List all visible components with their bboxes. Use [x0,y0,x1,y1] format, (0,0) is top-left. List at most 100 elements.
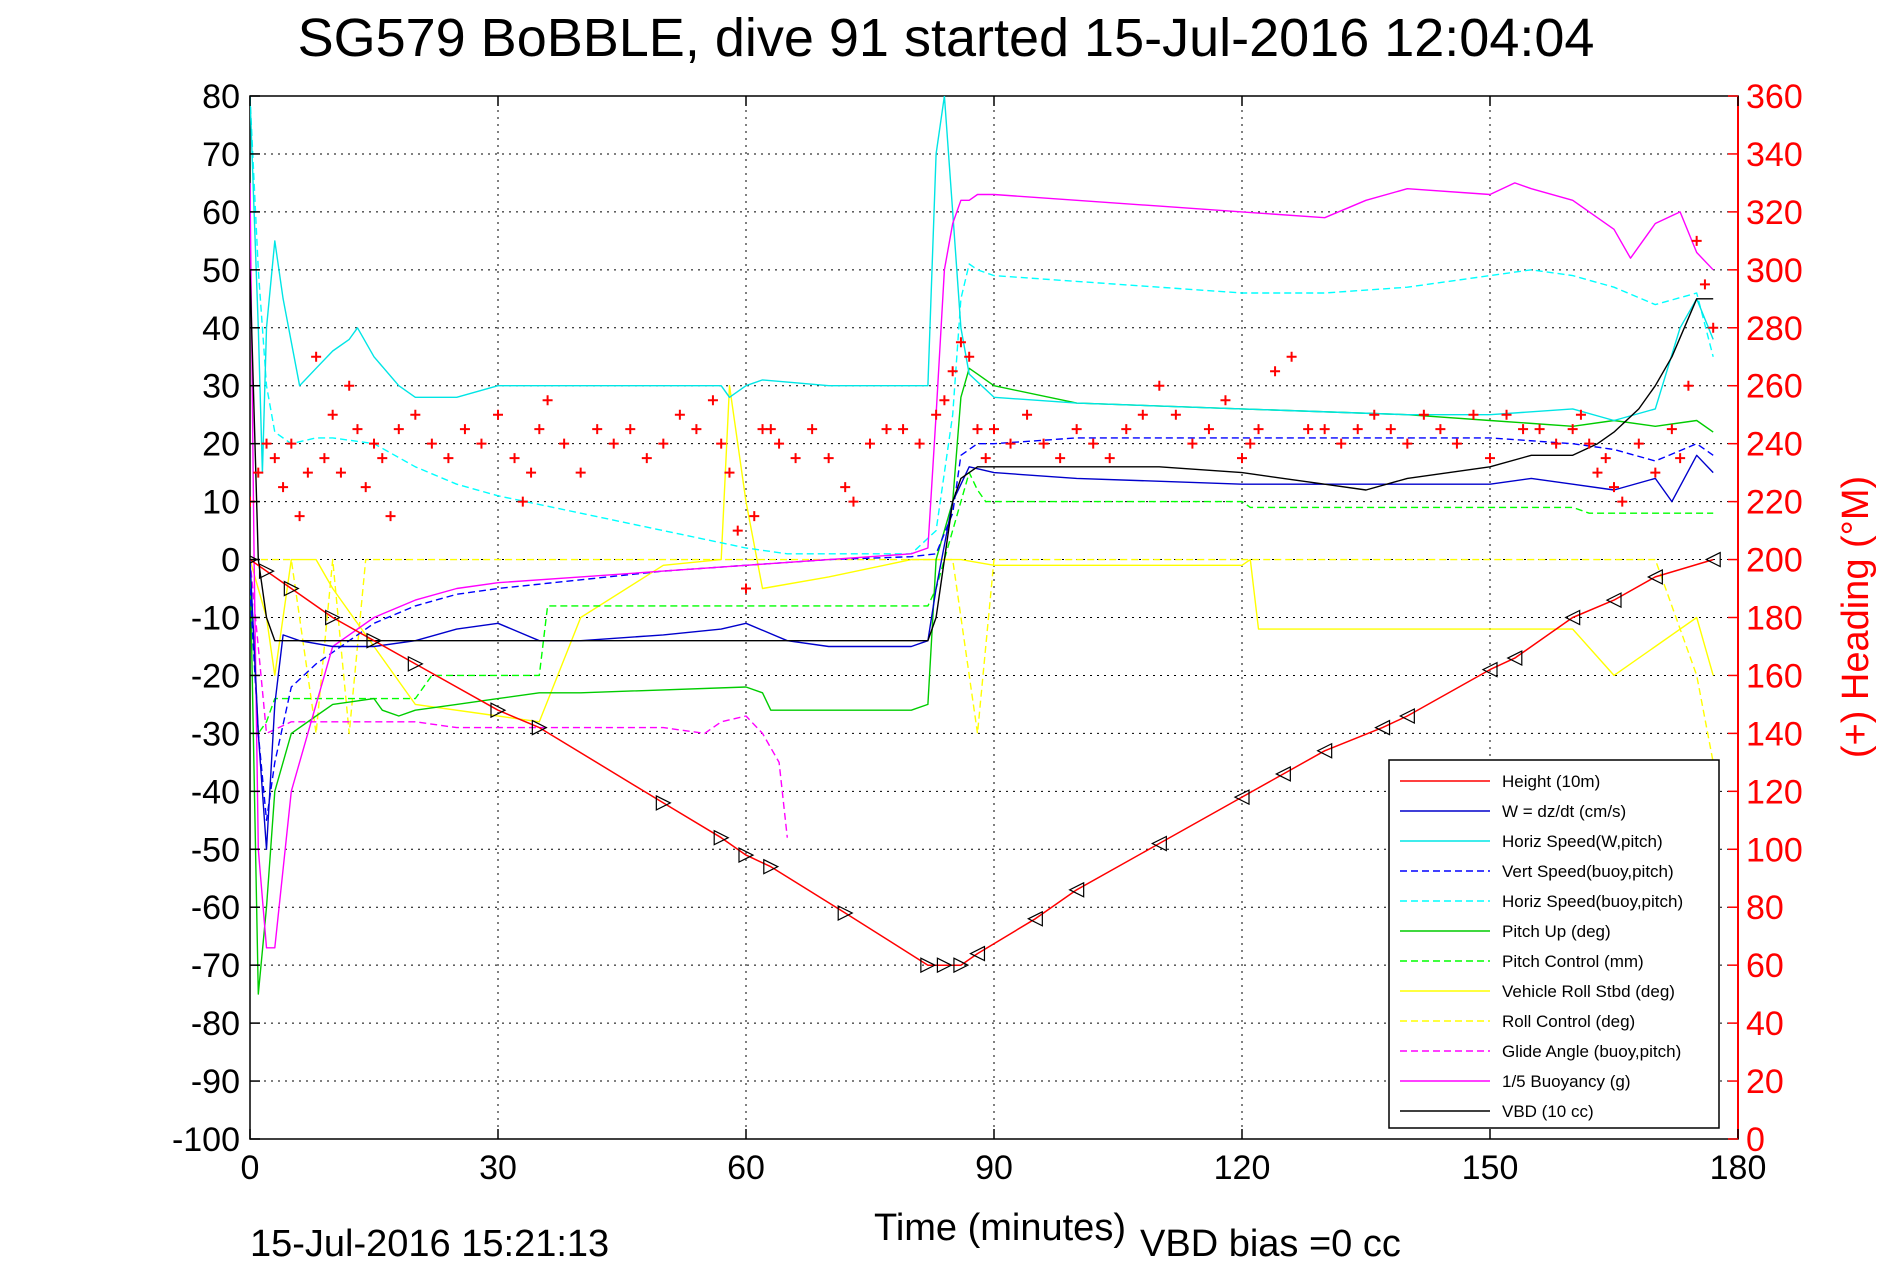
right-tick-label: 140 [1746,715,1803,753]
legend-label-horiz-speed-w: Horiz Speed(W,pitch) [1502,832,1663,851]
heading-marker [1022,409,1033,420]
heading-marker [1575,409,1586,420]
x-tick-label: 120 [1214,1149,1271,1187]
profile-marker [1316,742,1333,759]
y-tick-label: 70 [202,136,240,174]
profile-marker [1026,910,1043,927]
x-tick-label: 30 [479,1149,517,1187]
heading-marker [1154,380,1165,391]
heading-marker [1385,424,1396,435]
series-line-roll-control [250,558,1714,763]
legend-box [1388,759,1720,1129]
right-tick-label: 160 [1746,657,1803,695]
profile-marker [763,858,780,875]
heading-marker [972,424,983,435]
x-tick-label: 0 [241,1149,260,1187]
heading-marker [1137,409,1148,420]
profile-marker [1233,789,1250,806]
heading-marker [1220,395,1231,406]
heading-marker [1104,453,1115,464]
heading-marker [302,467,313,478]
chart-title: SG579 BoBBLE, dive 91 started 15-Jul-201… [298,8,1595,68]
y-tick-label: 0 [221,542,240,580]
heading-marker [410,409,421,420]
profile-marker [1506,650,1523,667]
heading-marker [674,409,685,420]
heading-marker [865,438,875,449]
heading-marker [459,424,470,435]
heading-marker [774,438,785,449]
heading-marker [1675,453,1686,464]
heading-marker [1319,424,1330,435]
heading-marker [253,467,264,478]
heading-marker [790,453,801,464]
series-line-buoyancy [250,182,1714,949]
legend-label-pitch-control: Pitch Control (mm) [1502,952,1644,971]
profile-marker [258,563,275,580]
heading-marker [360,482,371,493]
heading-marker [1402,438,1413,449]
series-line-vbd [250,269,1714,642]
heading-marker [939,395,950,406]
y-tick-label: -20 [191,657,240,695]
y-tick-label: -40 [191,773,240,811]
heading-marker [1055,453,1066,464]
profile-marker [531,719,548,736]
heading-marker [1418,409,1429,420]
heading-marker [1203,424,1214,435]
heading-marker [608,438,619,449]
right-tick-label: 220 [1746,484,1803,522]
right-tick-label: 120 [1746,773,1803,811]
heading-marker [286,438,297,449]
heading-marker [575,467,586,478]
heading-marker [509,453,520,464]
heading-marker [955,337,966,348]
heading-marker [1666,424,1677,435]
heading-marker [691,424,702,435]
heading-marker [559,438,570,449]
right-tick-label: 260 [1746,368,1803,406]
profile-marker [1398,708,1415,724]
heading-marker [534,424,545,435]
right-tick-label: 40 [1746,1005,1784,1043]
profile-marker [407,655,424,672]
legend-label-roll: Vehicle Roll Stbd (deg) [1502,982,1675,1001]
profile-marker [1481,661,1498,678]
heading-marker [1121,424,1132,435]
heading-marker [1518,424,1529,435]
heading-marker [1187,438,1198,449]
heading-marker [931,409,942,420]
profile-marker [366,632,383,649]
heading-marker [1592,467,1603,478]
heading-marker [1617,496,1628,507]
x-tick-label: 150 [1462,1149,1519,1187]
heading-marker [1352,424,1363,435]
profile-markers [250,551,1721,974]
heading-marker [823,453,834,464]
right-tick-label: 0 [1746,1121,1765,1159]
heading-marker [327,409,338,420]
profile-marker [283,580,300,597]
heading-marker [964,351,975,362]
heading-marker [385,511,396,522]
legend-label-height: Height (10m) [1502,772,1600,791]
legend: Height (10m) W = dz/dt (cm/s) Horiz Speed(… [1388,759,1720,1129]
profile-marker [1068,881,1085,898]
heading-marker [443,453,454,464]
x-axis-label: Time (minutes) [874,1207,1126,1249]
heading-marker [493,409,503,420]
y-tick-label: -90 [191,1063,240,1101]
profile-marker [325,609,342,626]
axis-ticks: 0 30 60 90 120 150 18080706050403020100-10-20-… [172,78,1803,1187]
heading-marker [1435,424,1446,435]
y-tick-label: 30 [202,368,240,406]
profile-marker [837,905,854,921]
y-tick-label: 50 [202,252,240,290]
y-tick-label: 40 [202,310,240,348]
heading-marker [1303,424,1314,435]
profile-marker [738,847,755,864]
heading-marker [641,453,652,464]
heading-marker [1088,438,1099,449]
profile-marker [969,945,986,962]
